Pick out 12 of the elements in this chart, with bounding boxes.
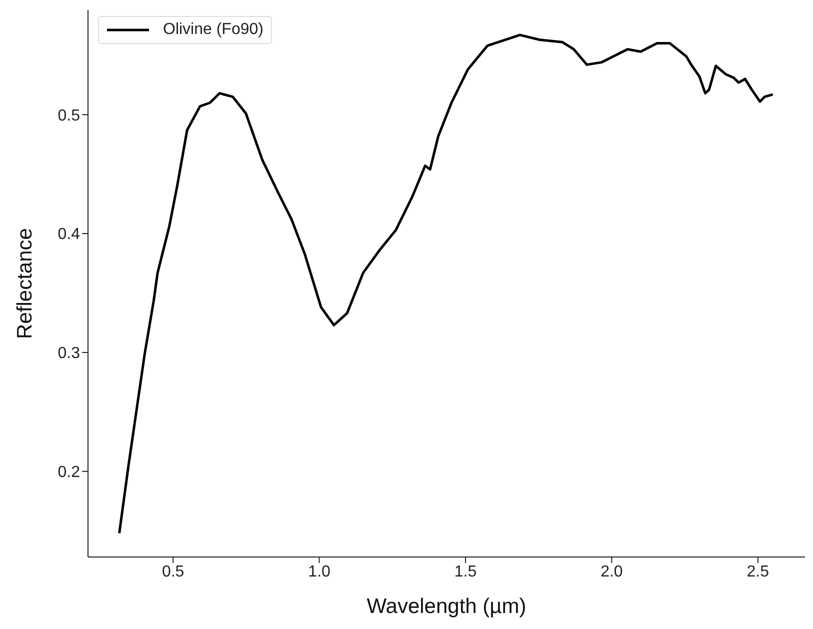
x-tick-label: 1.5 xyxy=(454,563,477,580)
x-tick-label: 2.0 xyxy=(600,563,623,580)
y-tick-label: 0.2 xyxy=(58,464,80,482)
y-tick-label: 0.4 xyxy=(58,226,80,244)
x-tick-label: 0.5 xyxy=(162,563,184,580)
x-tick-label: 1.0 xyxy=(308,563,331,580)
x-axis-title: Wavelength (µm) xyxy=(366,595,526,618)
y-tick-label: 0.3 xyxy=(58,345,80,362)
y-tick-label: 0.5 xyxy=(58,107,80,124)
x-tick-label: 2.5 xyxy=(746,563,770,580)
y-axis-title: Reflectance xyxy=(13,228,36,339)
legend-label: Olivine (Fo90) xyxy=(163,21,264,39)
